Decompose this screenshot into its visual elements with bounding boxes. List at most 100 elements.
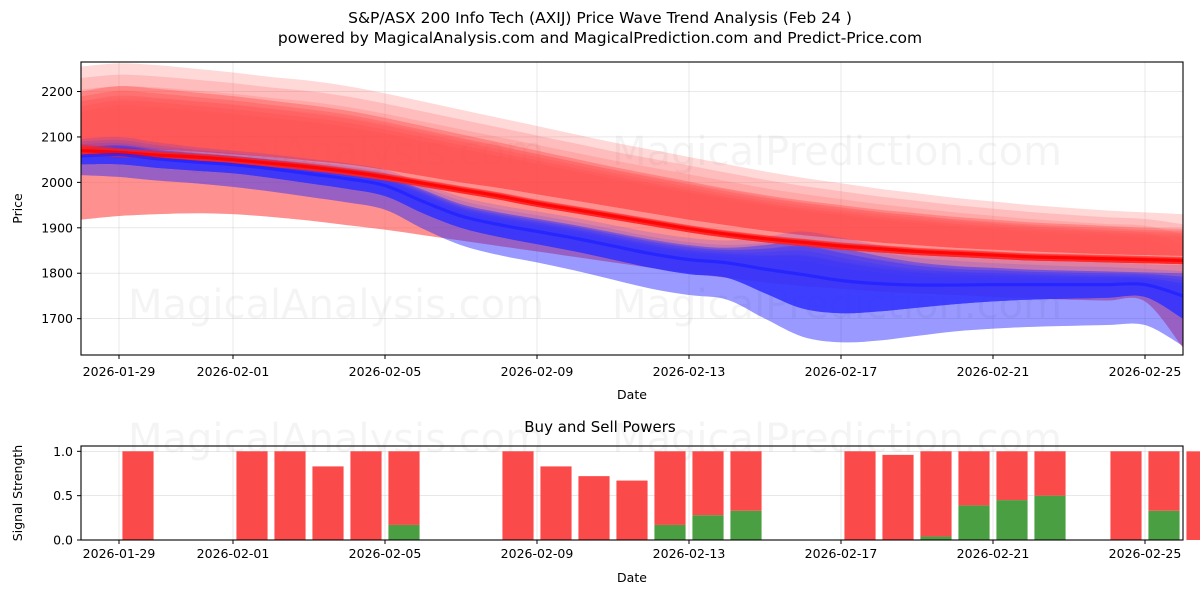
- bar-buy-power[interactable]: [920, 536, 952, 540]
- bar-buy-power[interactable]: [388, 524, 420, 540]
- bar-buy-power[interactable]: [692, 515, 724, 540]
- price-wave-trend-chart: MagicalAnalysis.com MagicalPrediction.com…: [10, 61, 1184, 402]
- bar-sell-power[interactable]: [540, 466, 572, 540]
- bar-sell-power[interactable]: [388, 451, 420, 525]
- wave-band-bearish-core-upper: [81, 146, 1183, 265]
- watermark-text: MagicalPrediction.com: [612, 282, 1062, 328]
- x-axis-label: Date: [617, 387, 647, 402]
- wave-band-bearish-mid-upper: [81, 90, 1183, 256]
- bar-sell-power[interactable]: [1034, 451, 1066, 496]
- wave-band-bearish-outer-upper: [81, 109, 1183, 348]
- watermark-text: MagicalAnalysis.com: [128, 282, 544, 328]
- bar-buy-power[interactable]: [996, 500, 1028, 540]
- bar-buy-power[interactable]: [730, 510, 762, 540]
- x-tick-label: 2026-02-13: [653, 546, 726, 561]
- wave-band-bullish-core-upper: [81, 145, 1183, 319]
- x-axis-label: Date: [617, 570, 647, 585]
- y-tick-label: 2000: [41, 175, 73, 190]
- watermark-layer: MagicalAnalysis.com MagicalPrediction.com: [128, 416, 1062, 462]
- watermark-text: MagicalAnalysis.com: [128, 416, 544, 462]
- bar-sell-power[interactable]: [1186, 451, 1200, 540]
- x-tick-label: 2026-02-09: [501, 364, 574, 379]
- bar-sell-power[interactable]: [350, 451, 382, 540]
- wave-band-bullish-outer-upper: [81, 142, 1183, 346]
- bar-sell-power[interactable]: [502, 451, 534, 540]
- wave-band-bearish-core-upper: [81, 145, 1183, 265]
- bar-panel-title-wrap: Buy and Sell Powers: [0, 418, 1200, 436]
- bar-sell-power[interactable]: [1110, 451, 1142, 540]
- wave-band-bullish-core-upper: [81, 146, 1183, 319]
- bar-sell-power[interactable]: [578, 476, 610, 540]
- bar-sell-power[interactable]: [692, 451, 724, 516]
- wave-band-bearish-core-upper: [81, 147, 1183, 265]
- bar-sell-power[interactable]: [312, 466, 344, 540]
- bar-sell-power[interactable]: [958, 451, 990, 506]
- y-tick-label: 2100: [41, 129, 73, 144]
- x-tick-label: 2026-02-05: [349, 546, 422, 561]
- wave-band-bullish-core-upper: [81, 147, 1183, 319]
- bar-sell-power[interactable]: [882, 454, 914, 540]
- gridlines: [81, 62, 1183, 355]
- bar-buy-power[interactable]: [958, 505, 990, 540]
- x-tick-label: 2026-02-01: [197, 546, 270, 561]
- y-tick-label: 1800: [41, 266, 73, 281]
- wave-band-bullish-core-upper: [81, 149, 1183, 319]
- bar-buy-power[interactable]: [1034, 495, 1066, 540]
- bearish-trend-line: [81, 148, 1183, 263]
- wave-band-bearish-mid-upper: [81, 100, 1183, 256]
- bar-buy-power[interactable]: [654, 524, 686, 540]
- bar-sell-power[interactable]: [996, 451, 1028, 501]
- wave-band-bearish-mid-upper: [81, 104, 1183, 256]
- y-axis-label: Price: [10, 193, 25, 224]
- bar-sell-power[interactable]: [844, 451, 876, 540]
- wave-band-bearish-core-upper: [81, 145, 1183, 265]
- wave-band-bullish-outer-upper: [81, 136, 1183, 346]
- y-axis-label: Signal Strength: [10, 445, 25, 541]
- bar-panel-title: Buy and Sell Powers: [524, 418, 676, 436]
- x-axis: 2026-01-29 2026-02-01 2026-02-05 2026-02-09…: [83, 355, 1182, 379]
- wave-band-bearish-mid-upper: [81, 86, 1183, 256]
- title-primary: S&P/ASX 200 Info Tech (AXIJ) Price Wave …: [348, 9, 852, 27]
- x-tick-label: 2026-02-25: [1109, 364, 1182, 379]
- wave-band-bullish-core-upper: [81, 150, 1183, 319]
- wave-band-bearish-outer-upper: [81, 63, 1183, 348]
- page-title: S&P/ASX 200 Info Tech (AXIJ) Price Wave …: [0, 8, 1200, 48]
- wave-band-bullish-outer-upper: [81, 139, 1183, 346]
- bar-sell-power[interactable]: [616, 480, 648, 540]
- x-axis: 2026-01-29 2026-02-01 2026-02-05 2026-02-09…: [83, 540, 1182, 561]
- y-axis: 0.0 0.5 1.0: [53, 444, 81, 548]
- bar-sell-power[interactable]: [654, 451, 686, 525]
- y-axis: 1700 1800 1900 2000 2100 2200: [41, 84, 81, 326]
- x-tick-label: 2026-02-09: [501, 546, 574, 561]
- x-tick-label: 2026-02-17: [805, 364, 878, 379]
- y-tick-label: 1.0: [53, 444, 73, 459]
- bar-buy-power[interactable]: [1148, 510, 1180, 540]
- y-tick-label: 1700: [41, 311, 73, 326]
- bar-sell-power[interactable]: [730, 451, 762, 511]
- y-tick-label: 2200: [41, 84, 73, 99]
- axes-frame: [80, 61, 1184, 356]
- title-secondary: powered by MagicalAnalysis.com and Magic…: [277, 29, 923, 47]
- bullish-trend-line: [81, 152, 1183, 298]
- plot-area: [81, 63, 1183, 348]
- bar-sell-power[interactable]: [274, 451, 306, 540]
- axes-frame: [80, 445, 1184, 541]
- x-tick-label: 2026-02-21: [957, 546, 1030, 561]
- buy-and-sell-powers-chart: MagicalAnalysis.com MagicalPrediction.com…: [10, 416, 1200, 585]
- bar-sell-power[interactable]: [1148, 451, 1180, 511]
- x-tick-label: 2026-02-13: [653, 364, 726, 379]
- x-tick-label: 2026-02-25: [1109, 546, 1182, 561]
- wave-band-bearish-mid-upper: [81, 95, 1183, 256]
- bar-sell-power[interactable]: [236, 451, 268, 540]
- x-tick-label: 2026-01-29: [83, 546, 156, 561]
- bar-sell-power[interactable]: [920, 451, 952, 537]
- y-tick-label: 1900: [41, 220, 73, 235]
- y-tick-label: 0.5: [53, 488, 73, 503]
- bars: [122, 451, 1200, 540]
- wave-band-bearish-outer-upper: [81, 74, 1183, 348]
- bar-sell-power[interactable]: [122, 451, 154, 540]
- x-tick-label: 2026-02-01: [197, 364, 270, 379]
- x-tick-label: 2026-02-21: [957, 364, 1030, 379]
- watermark-text: MagicalPrediction.com: [612, 129, 1062, 175]
